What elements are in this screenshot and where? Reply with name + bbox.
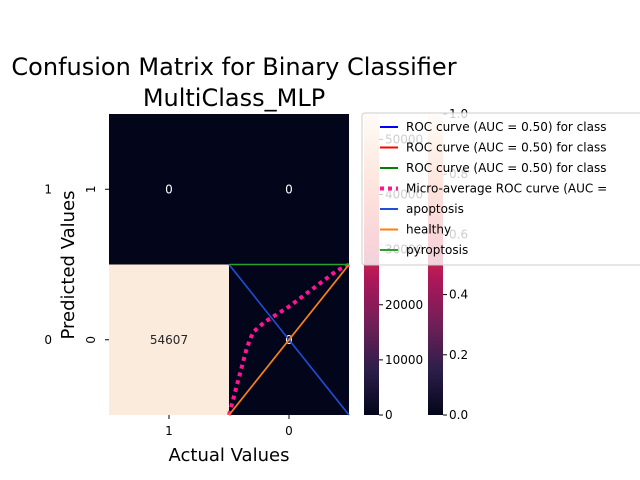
heatmap-cell	[109, 114, 229, 265]
legend-entry-label: ROC curve (AUC = 0.50) for class	[406, 161, 606, 175]
colorbar-tick-label: 20000	[385, 298, 423, 312]
legend-entry-label: healthy	[406, 223, 451, 237]
heatmap-cell	[109, 264, 229, 415]
cell-value-label: 0	[285, 182, 293, 196]
y-axis-label: Predicted Values	[58, 190, 79, 339]
y-tick-label: 1	[84, 185, 98, 193]
chart-title-line1: Confusion Matrix for Binary Classifier	[11, 53, 456, 81]
heatmap-cell	[229, 114, 349, 265]
colorbar-tick-label: 0.2	[449, 348, 468, 362]
legend-frame	[361, 112, 640, 266]
roc-overlay	[227, 262, 350, 416]
y-tick-label-outer: 0	[44, 333, 52, 347]
colorbar-tick-label: 0.0	[449, 408, 468, 422]
cell-value-label: 54607	[150, 333, 188, 347]
cell-value-label: 0	[165, 182, 173, 196]
colorbar-tick-label: 10000	[385, 353, 423, 367]
y-tick-label: 0	[84, 336, 98, 344]
x-tick-label: 0	[285, 424, 293, 438]
legend-entry-label: Micro-average ROC curve (AUC =	[406, 182, 607, 196]
legend-entry-label: pyroptosis	[406, 243, 468, 257]
y-tick-label-outer: 1	[44, 182, 52, 196]
x-tick-label: 1	[165, 424, 173, 438]
legend: ROC curve (AUC = 0.50) for class ROC curv…	[361, 112, 640, 266]
colorbar-tick-label: 0.4	[449, 288, 468, 302]
legend-entry-label: ROC curve (AUC = 0.50) for class	[406, 141, 606, 155]
x-axis-label: Actual Values	[169, 445, 290, 466]
legend-entry-label: ROC curve (AUC = 0.50) for class	[406, 120, 606, 134]
chart-title-line2: MultiClass_MLP	[143, 84, 325, 112]
roc-series-line	[228, 264, 350, 416]
colorbar-tick-label: 0	[385, 408, 393, 422]
legend-entry-label: apoptosis	[406, 202, 464, 216]
